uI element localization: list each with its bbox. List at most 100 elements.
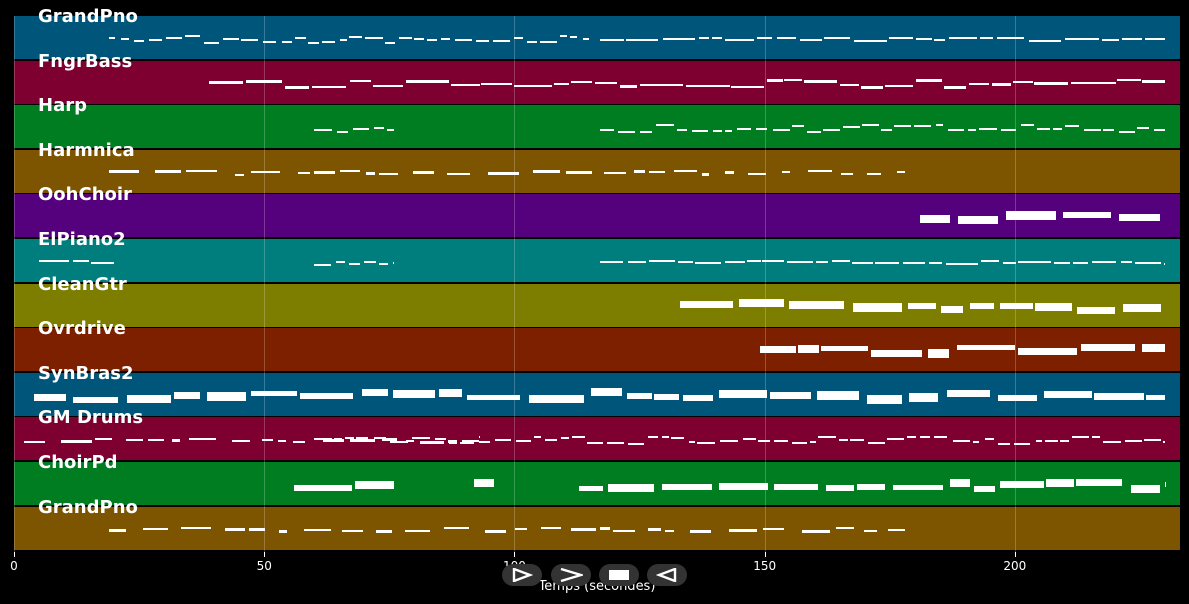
note — [540, 526, 562, 530]
note — [373, 127, 385, 130]
note — [762, 259, 785, 262]
note — [240, 39, 259, 42]
note — [662, 37, 696, 40]
track-label: FngrBass — [38, 50, 133, 72]
note — [823, 128, 840, 131]
note — [186, 169, 218, 173]
chevron-right-icon — [560, 568, 583, 582]
note — [387, 129, 395, 132]
note — [514, 84, 552, 88]
note — [224, 528, 246, 531]
note — [180, 526, 211, 530]
play-button[interactable] — [502, 564, 542, 586]
note — [476, 39, 489, 42]
note — [413, 171, 434, 174]
note — [444, 526, 470, 530]
note — [682, 395, 713, 401]
note — [334, 438, 343, 441]
note — [1145, 394, 1165, 400]
note — [908, 303, 937, 310]
note — [125, 438, 144, 442]
note — [978, 128, 997, 131]
note — [673, 169, 698, 173]
note — [1020, 123, 1035, 126]
note — [1076, 479, 1123, 486]
note — [1013, 442, 1031, 445]
note — [1081, 343, 1135, 352]
note — [466, 395, 521, 401]
note — [426, 39, 438, 42]
note — [888, 37, 913, 40]
note — [871, 350, 922, 357]
note — [787, 261, 813, 264]
note — [640, 131, 652, 134]
note — [312, 85, 347, 89]
note — [739, 299, 785, 307]
note — [513, 36, 523, 39]
note — [1144, 37, 1165, 40]
note — [791, 442, 807, 445]
note — [885, 84, 913, 88]
note — [981, 259, 999, 262]
note — [526, 40, 538, 43]
note — [1077, 306, 1115, 315]
note — [945, 262, 979, 265]
note — [412, 436, 431, 439]
note — [997, 394, 1038, 402]
note — [801, 530, 831, 533]
note — [928, 349, 949, 358]
note — [1045, 440, 1058, 443]
note — [841, 172, 853, 176]
note — [634, 170, 645, 173]
note — [661, 435, 669, 438]
note — [934, 38, 946, 41]
note — [439, 389, 463, 397]
note — [447, 440, 458, 443]
note — [1162, 440, 1165, 443]
note — [72, 259, 89, 262]
note — [861, 124, 880, 127]
note — [1102, 39, 1119, 42]
note — [823, 36, 850, 39]
note — [34, 394, 66, 401]
note — [336, 260, 345, 263]
x-tick — [14, 552, 15, 557]
forward-button[interactable] — [551, 564, 591, 586]
note — [313, 171, 336, 174]
note — [908, 393, 939, 403]
note — [896, 170, 905, 174]
note — [61, 440, 92, 443]
note — [1116, 78, 1142, 82]
note — [662, 484, 712, 491]
x-tick-label: 200 — [1003, 559, 1027, 573]
rewind-button[interactable] — [647, 564, 687, 586]
note — [349, 439, 375, 442]
note — [947, 129, 964, 132]
note — [209, 81, 243, 84]
note — [1072, 436, 1089, 439]
note — [485, 530, 507, 533]
note — [867, 172, 881, 176]
note — [774, 484, 818, 490]
note — [495, 438, 511, 441]
note — [1122, 303, 1162, 313]
note — [941, 305, 963, 314]
note — [599, 527, 610, 530]
note — [724, 129, 732, 132]
note — [627, 261, 646, 264]
note — [980, 37, 993, 40]
note — [972, 440, 980, 443]
note — [572, 435, 586, 438]
note — [699, 36, 710, 39]
note — [748, 172, 766, 176]
note — [534, 435, 541, 438]
note — [172, 439, 180, 442]
note — [946, 389, 990, 398]
stop-button[interactable] — [599, 564, 639, 586]
note — [515, 439, 532, 442]
note — [560, 437, 569, 440]
note — [840, 83, 860, 87]
note — [1125, 440, 1142, 443]
note — [851, 261, 873, 264]
grid-line — [514, 16, 516, 552]
